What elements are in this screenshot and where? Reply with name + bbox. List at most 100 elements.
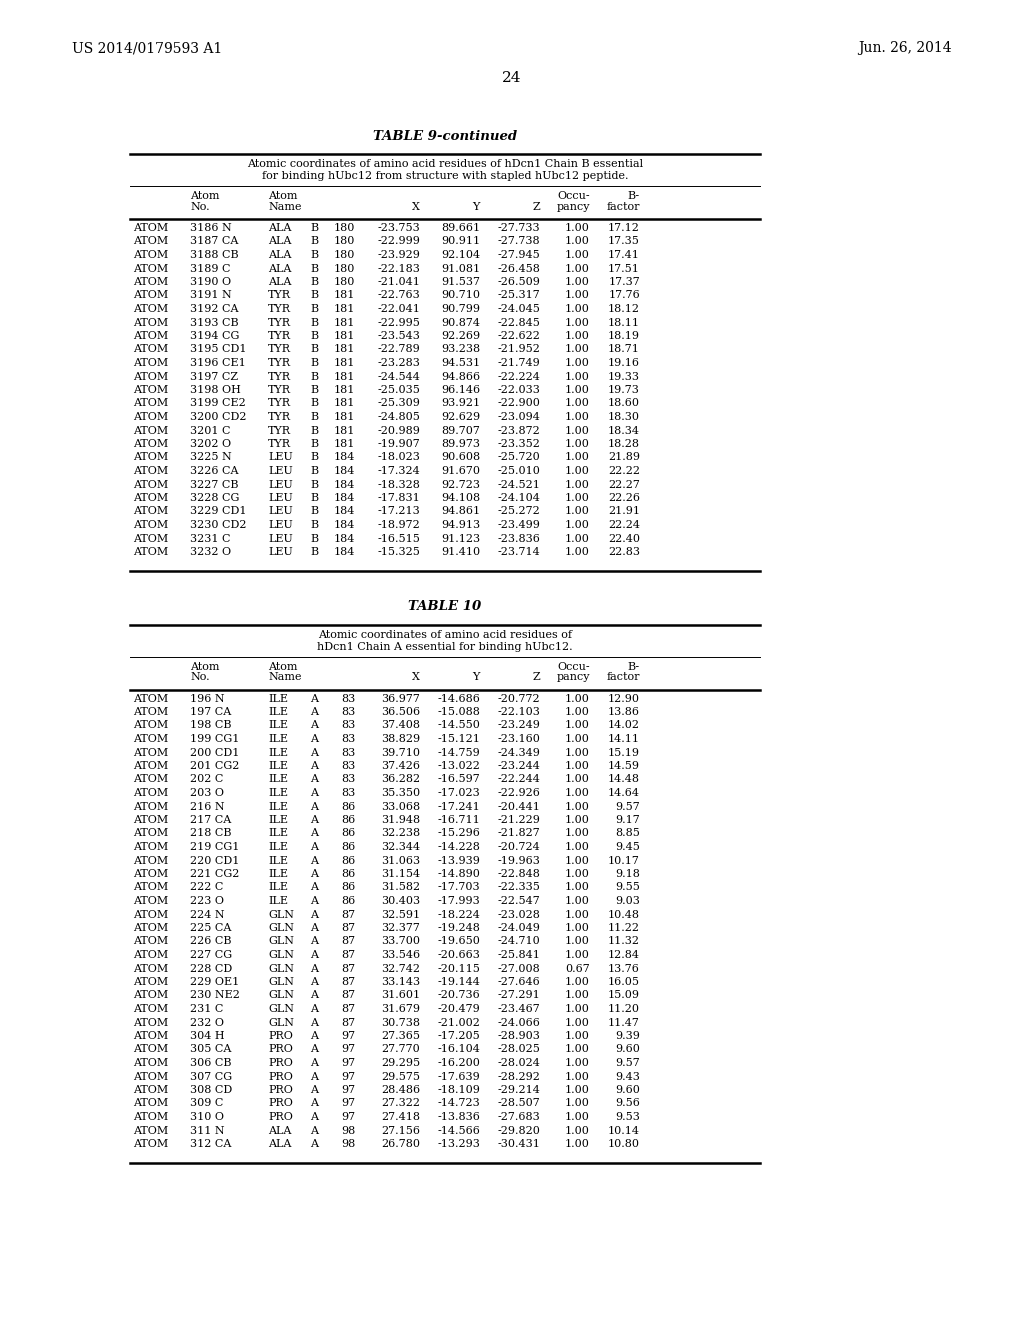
Text: 3195 CD1: 3195 CD1 <box>190 345 247 355</box>
Text: -27.008: -27.008 <box>498 964 540 974</box>
Text: -14.686: -14.686 <box>437 693 480 704</box>
Text: GLN: GLN <box>268 977 294 987</box>
Text: ILE: ILE <box>268 788 288 799</box>
Text: B: B <box>310 533 318 544</box>
Text: US 2014/0179593 A1: US 2014/0179593 A1 <box>72 41 222 55</box>
Text: 31.679: 31.679 <box>381 1005 420 1014</box>
Text: -27.646: -27.646 <box>498 977 540 987</box>
Text: 3232 O: 3232 O <box>190 546 231 557</box>
Text: -23.028: -23.028 <box>497 909 540 920</box>
Text: A: A <box>310 936 318 946</box>
Text: 90.608: 90.608 <box>441 453 480 462</box>
Text: Jun. 26, 2014: Jun. 26, 2014 <box>858 41 952 55</box>
Text: 83: 83 <box>341 693 355 704</box>
Text: -22.033: -22.033 <box>497 385 540 395</box>
Text: 1.00: 1.00 <box>565 842 590 851</box>
Text: ATOM: ATOM <box>133 520 168 531</box>
Text: ATOM: ATOM <box>133 842 168 851</box>
Text: 96.146: 96.146 <box>441 385 480 395</box>
Text: 181: 181 <box>334 345 355 355</box>
Text: 308 CD: 308 CD <box>190 1085 232 1096</box>
Text: ATOM: ATOM <box>133 507 168 516</box>
Text: 181: 181 <box>334 425 355 436</box>
Text: -17.831: -17.831 <box>377 492 420 503</box>
Text: GLN: GLN <box>268 964 294 974</box>
Text: -24.066: -24.066 <box>497 1018 540 1027</box>
Text: B: B <box>310 331 318 341</box>
Text: GLN: GLN <box>268 936 294 946</box>
Text: A: A <box>310 1018 318 1027</box>
Text: ALA: ALA <box>268 277 292 286</box>
Text: 27.156: 27.156 <box>381 1126 420 1135</box>
Text: 230 NE2: 230 NE2 <box>190 990 240 1001</box>
Text: 3188 CB: 3188 CB <box>190 249 239 260</box>
Text: -20.989: -20.989 <box>377 425 420 436</box>
Text: Atom: Atom <box>268 661 298 672</box>
Text: -22.183: -22.183 <box>377 264 420 273</box>
Text: -22.999: -22.999 <box>377 236 420 247</box>
Text: 181: 181 <box>334 440 355 449</box>
Text: -22.103: -22.103 <box>497 708 540 717</box>
Text: -22.900: -22.900 <box>497 399 540 408</box>
Text: -28.292: -28.292 <box>497 1072 540 1081</box>
Text: -17.993: -17.993 <box>437 896 480 906</box>
Text: A: A <box>310 1139 318 1148</box>
Text: 98: 98 <box>341 1139 355 1148</box>
Text: 11.20: 11.20 <box>608 1005 640 1014</box>
Text: 1.00: 1.00 <box>565 829 590 838</box>
Text: 86: 86 <box>341 801 355 812</box>
Text: -20.772: -20.772 <box>498 693 540 704</box>
Text: A: A <box>310 896 318 906</box>
Text: ILE: ILE <box>268 775 288 784</box>
Text: TYR: TYR <box>268 399 291 408</box>
Text: ATOM: ATOM <box>133 1044 168 1055</box>
Text: 1.00: 1.00 <box>565 479 590 490</box>
Text: ATOM: ATOM <box>133 1098 168 1109</box>
Text: ILE: ILE <box>268 883 288 892</box>
Text: 33.700: 33.700 <box>381 936 420 946</box>
Text: 21.89: 21.89 <box>608 453 640 462</box>
Text: -13.022: -13.022 <box>437 762 480 771</box>
Text: 31.948: 31.948 <box>381 814 420 825</box>
Text: 304 H: 304 H <box>190 1031 224 1041</box>
Text: -25.035: -25.035 <box>377 385 420 395</box>
Text: ATOM: ATOM <box>133 249 168 260</box>
Text: A: A <box>310 1111 318 1122</box>
Text: B: B <box>310 223 318 234</box>
Text: 92.723: 92.723 <box>441 479 480 490</box>
Text: 181: 181 <box>334 304 355 314</box>
Text: 218 CB: 218 CB <box>190 829 231 838</box>
Text: ATOM: ATOM <box>133 492 168 503</box>
Text: Y: Y <box>473 672 480 682</box>
Text: 90.874: 90.874 <box>441 318 480 327</box>
Text: -20.115: -20.115 <box>437 964 480 974</box>
Text: 83: 83 <box>341 775 355 784</box>
Text: TYR: TYR <box>268 318 291 327</box>
Text: GLN: GLN <box>268 1005 294 1014</box>
Text: 224 N: 224 N <box>190 909 224 920</box>
Text: -24.521: -24.521 <box>497 479 540 490</box>
Text: -22.244: -22.244 <box>497 775 540 784</box>
Text: 10.14: 10.14 <box>608 1126 640 1135</box>
Text: B: B <box>310 385 318 395</box>
Text: 94.861: 94.861 <box>441 507 480 516</box>
Text: 1.00: 1.00 <box>565 1111 590 1122</box>
Text: 36.977: 36.977 <box>381 693 420 704</box>
Text: -23.753: -23.753 <box>377 223 420 234</box>
Text: -14.550: -14.550 <box>437 721 480 730</box>
Text: 1.00: 1.00 <box>565 453 590 462</box>
Text: 14.11: 14.11 <box>608 734 640 744</box>
Text: 92.269: 92.269 <box>441 331 480 341</box>
Text: PRO: PRO <box>268 1072 293 1081</box>
Text: 92.104: 92.104 <box>441 249 480 260</box>
Text: B: B <box>310 358 318 368</box>
Text: 1.00: 1.00 <box>565 855 590 866</box>
Text: -23.244: -23.244 <box>497 762 540 771</box>
Text: 184: 184 <box>334 479 355 490</box>
Text: 1.00: 1.00 <box>565 775 590 784</box>
Text: A: A <box>310 1098 318 1109</box>
Text: 216 N: 216 N <box>190 801 224 812</box>
Text: 19.33: 19.33 <box>608 371 640 381</box>
Text: -17.639: -17.639 <box>437 1072 480 1081</box>
Text: -22.547: -22.547 <box>498 896 540 906</box>
